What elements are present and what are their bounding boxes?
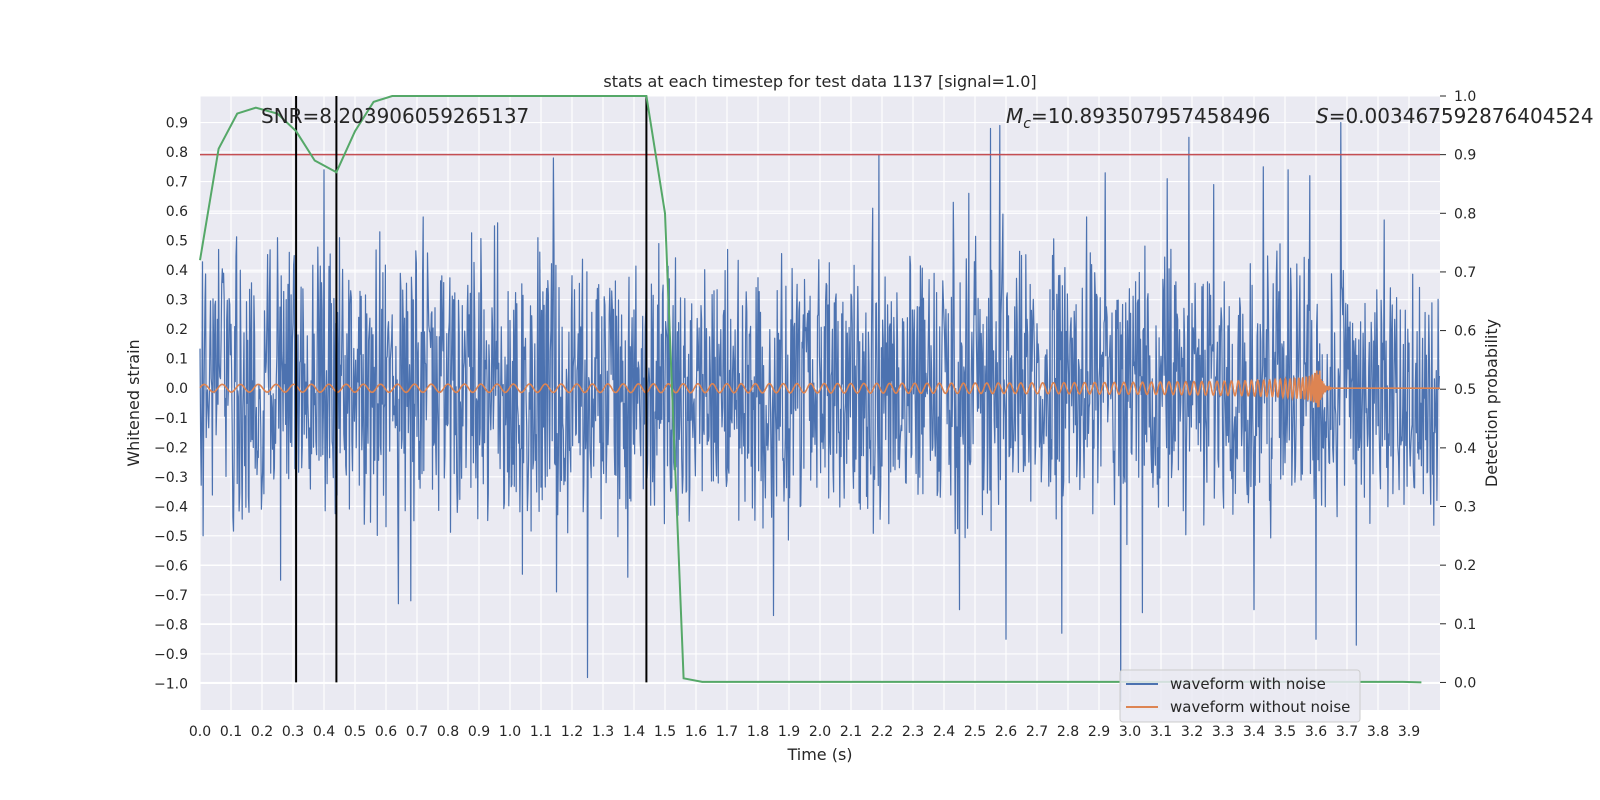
y-tick-label: 0.5 (166, 234, 188, 250)
x-tick-label: 1.3 (592, 724, 614, 740)
x-tick-label: 2.0 (809, 724, 831, 740)
y-tick-label: 0.6 (166, 204, 188, 220)
y-tick-label: −1.0 (154, 676, 188, 692)
y-tick-label: 0.1 (166, 352, 188, 368)
chirp-mass-subscript: c (1023, 116, 1031, 132)
x-tick-label: 1.5 (654, 724, 676, 740)
y-axis-label: Whitened strain (124, 339, 143, 466)
x-tick-label: 0.1 (220, 724, 242, 740)
legend-label-noise: waveform with noise (1170, 675, 1326, 693)
x-tick-label: 2.1 (840, 724, 862, 740)
x-tick-label: 3.7 (1336, 724, 1358, 740)
series-detection-probability (199, 95, 1422, 684)
chirp-mass-annotation: Mc=10.893507957458496 (1006, 104, 1270, 132)
right-y-tick-label: 0.3 (1454, 500, 1476, 516)
x-tick-label: 0.2 (251, 724, 273, 740)
y-tick-label: −0.8 (154, 617, 188, 633)
right-y-axis-ticks: 1.0 0.9 0.8 0.7 0.6 0.5 0.4 0.3 0.2 0.1 0.0 (1440, 89, 1476, 691)
x-axis-label: Time (s) (786, 745, 852, 764)
y-tick-label: −0.1 (154, 411, 188, 427)
right-y-tick-label: 0.8 (1454, 206, 1476, 222)
right-y-axis-label: Detection probability (1482, 319, 1501, 487)
x-tick-label: 1.1 (530, 724, 552, 740)
right-y-tick-label: 0.7 (1454, 265, 1476, 281)
y-tick-label: 0.2 (166, 322, 188, 338)
x-tick-label: 3.6 (1305, 724, 1327, 740)
x-tick-label: 3.1 (1150, 724, 1172, 740)
y-tick-label: −0.7 (154, 588, 188, 604)
x-tick-label: 2.4 (933, 724, 955, 740)
y-tick-label: −0.5 (154, 529, 188, 545)
y-tick-label: 0.3 (166, 293, 188, 309)
x-axis-ticks: 0.0 0.1 0.2 0.3 0.4 0.5 0.6 0.7 0.8 0.9 1.0 1.1 1.2 1… (189, 724, 1420, 740)
x-tick-label: 3.9 (1398, 724, 1420, 740)
x-tick-label: 0.4 (313, 724, 335, 740)
y-tick-label: 0.8 (166, 145, 188, 161)
y-tick-label: 0.0 (166, 381, 188, 397)
x-tick-label: 3.3 (1212, 724, 1234, 740)
x-tick-label: 2.5 (964, 724, 986, 740)
right-y-tick-label: 0.5 (1454, 382, 1476, 398)
x-tick-label: 1.6 (685, 724, 707, 740)
right-y-tick-label: 0.0 (1454, 675, 1476, 691)
x-tick-label: 1.2 (561, 724, 583, 740)
x-tick-label: 0.5 (344, 724, 366, 740)
legend: waveform with noise waveform without noi… (1119, 669, 1361, 723)
spin-value: =0.003467592876404524 (1329, 104, 1594, 128)
right-y-tick-label: 0.4 (1454, 441, 1476, 457)
y-tick-label: 0.9 (166, 116, 188, 132)
y-tick-label: −0.3 (154, 470, 188, 486)
series-waveform-with-noise (199, 122, 1440, 702)
y-tick-label: 0.4 (166, 263, 188, 279)
x-tick-label: 0.3 (282, 724, 304, 740)
right-y-tick-label: 1.0 (1454, 89, 1476, 105)
x-tick-label: 0.9 (468, 724, 490, 740)
legend-box (1119, 669, 1361, 723)
x-tick-label: 3.0 (1119, 724, 1141, 740)
x-tick-label: 3.2 (1181, 724, 1203, 740)
x-tick-label: 1.9 (778, 724, 800, 740)
y-tick-label: 0.7 (166, 175, 188, 191)
y-tick-label: −0.9 (154, 647, 188, 663)
x-tick-label: 1.0 (499, 724, 521, 740)
chirp-mass-symbol: M (1006, 104, 1023, 128)
x-tick-label: 1.4 (623, 724, 645, 740)
series-waveform-without-noise (199, 370, 1440, 408)
x-tick-label: 3.4 (1243, 724, 1265, 740)
plot-area-group (199, 95, 1440, 710)
x-tick-label: 2.9 (1088, 724, 1110, 740)
chirp-mass-value: =10.893507957458496 (1031, 104, 1270, 128)
y-tick-label: −0.6 (154, 558, 188, 574)
x-tick-label: 2.2 (871, 724, 893, 740)
x-tick-label: 0.7 (406, 724, 428, 740)
x-tick-label: 3.8 (1367, 724, 1389, 740)
x-tick-label: 3.5 (1274, 724, 1296, 740)
chart-title: stats at each timestep for test data 113… (603, 72, 1036, 91)
x-tick-label: 0.8 (437, 724, 459, 740)
y-axis-ticks: 0.9 0.8 0.7 0.6 0.5 0.4 0.3 0.2 0.1 0.0 −0.1 −0.2 −0… (154, 116, 188, 693)
vertical-markers (295, 96, 648, 683)
x-tick-label: 2.6 (995, 724, 1017, 740)
right-y-tick-label: 0.1 (1454, 617, 1476, 633)
x-tick-label: 0.6 (375, 724, 397, 740)
x-tick-label: 2.7 (1026, 724, 1048, 740)
x-tick-label: 2.8 (1057, 724, 1079, 740)
x-tick-label: 2.3 (902, 724, 924, 740)
right-y-tick-label: 0.6 (1454, 324, 1476, 340)
y-tick-label: −0.4 (154, 499, 188, 515)
legend-label-clean: waveform without noise (1170, 698, 1350, 716)
snr-annotation: SNR=8.203906059265137 (261, 104, 529, 128)
x-tick-label: 1.8 (747, 724, 769, 740)
x-tick-label: 0.0 (189, 724, 211, 740)
spin-symbol: S (1316, 104, 1329, 128)
right-y-tick-label: 0.2 (1454, 558, 1476, 574)
y-tick-label: −0.2 (154, 440, 188, 456)
spin-annotation: S=0.003467592876404524 (1316, 104, 1594, 128)
right-y-tick-label: 0.9 (1454, 148, 1476, 164)
x-tick-label: 1.7 (716, 724, 738, 740)
